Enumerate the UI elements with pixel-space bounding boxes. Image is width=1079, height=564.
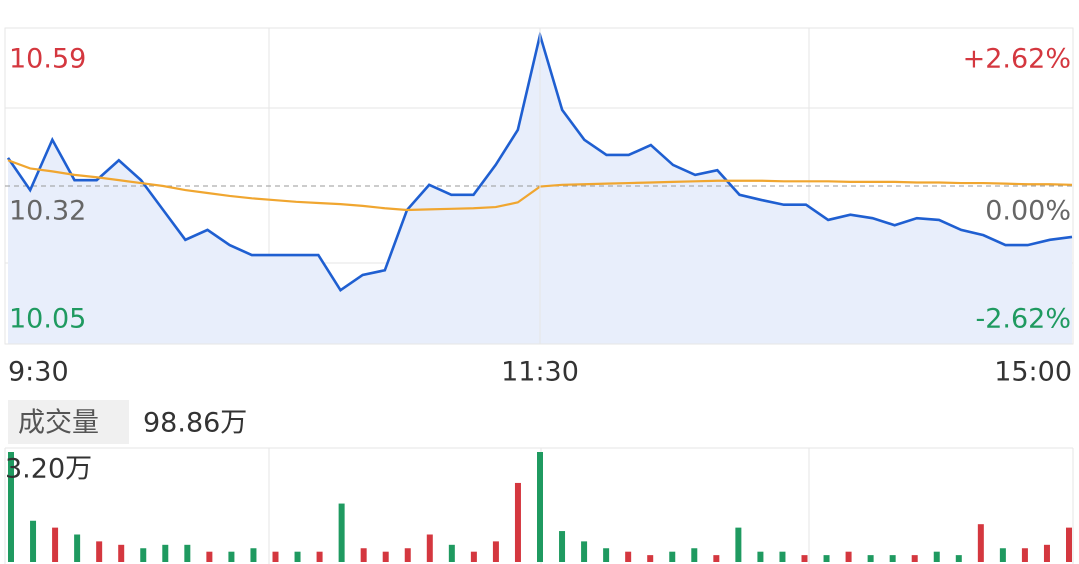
- volume-bar: [889, 555, 896, 562]
- volume-bar: [8, 452, 14, 562]
- volume-bar: [999, 548, 1006, 562]
- volume-bar: [801, 555, 808, 562]
- volume-bar: [823, 555, 830, 562]
- volume-bar: [316, 551, 323, 562]
- volume-bar: [492, 541, 499, 562]
- volume-bar: [669, 551, 676, 562]
- volume-bar: [162, 544, 169, 562]
- volume-bar: [118, 544, 125, 562]
- volume-bar: [955, 555, 962, 562]
- volume-bar: [448, 544, 455, 562]
- volume-bar: [30, 520, 37, 562]
- volume-bar: [625, 551, 632, 562]
- volume-bar: [537, 452, 543, 562]
- volume-bar: [559, 531, 566, 562]
- volume-bar: [140, 548, 147, 562]
- y-tick-label: 10.05: [9, 304, 86, 335]
- x-tick-label: 15:00: [994, 357, 1072, 388]
- volume-bar: [1021, 548, 1028, 562]
- volume-bar: [735, 527, 742, 562]
- volume-bar: [757, 551, 764, 562]
- volume-bar: [74, 534, 81, 562]
- volume-bar: [867, 555, 874, 562]
- volume-tag: [8, 400, 129, 444]
- volume-bar: [713, 555, 720, 562]
- volume-total: 98.86万: [143, 408, 247, 439]
- volume-bar: [228, 551, 235, 562]
- volume-bar: [977, 524, 984, 562]
- volume-bar: [691, 548, 698, 562]
- volume-bar: [250, 548, 257, 562]
- volume-bar: [779, 551, 786, 562]
- x-tick-label: 9:30: [8, 357, 69, 388]
- volume-bar: [1066, 527, 1072, 562]
- x-tick-label: 11:30: [501, 357, 579, 388]
- volume-bar: [96, 541, 103, 562]
- volume-bar: [933, 551, 940, 562]
- volume-bar: [845, 551, 852, 562]
- y-tick-label: 10.59: [9, 44, 86, 75]
- volume-title: 成交量: [18, 408, 99, 439]
- volume-bar: [272, 551, 279, 562]
- volume-bar: [294, 551, 301, 562]
- y2-tick-label: +2.62%: [963, 44, 1071, 75]
- volume-bar: [206, 551, 213, 562]
- volume-bar: [1043, 544, 1050, 562]
- y-tick-label: 3.20万: [5, 454, 92, 485]
- volume-bar: [911, 555, 918, 562]
- volume-bar: [184, 544, 191, 562]
- volume-bar: [581, 541, 588, 562]
- volume-bar: [514, 482, 521, 562]
- volume-bar: [426, 534, 433, 562]
- y-tick-label: 10.32: [9, 196, 86, 227]
- volume-bar: [382, 551, 389, 562]
- volume-bar: [360, 548, 367, 562]
- volume-bar: [470, 551, 477, 562]
- volume-bar: [52, 527, 59, 562]
- y2-tick-label: 0.00%: [985, 196, 1071, 227]
- y2-tick-label: -2.62%: [975, 304, 1071, 335]
- volume-bar: [404, 548, 411, 562]
- volume-bar: [338, 503, 345, 562]
- volume-bar: [647, 555, 654, 562]
- volume-bar: [603, 548, 610, 562]
